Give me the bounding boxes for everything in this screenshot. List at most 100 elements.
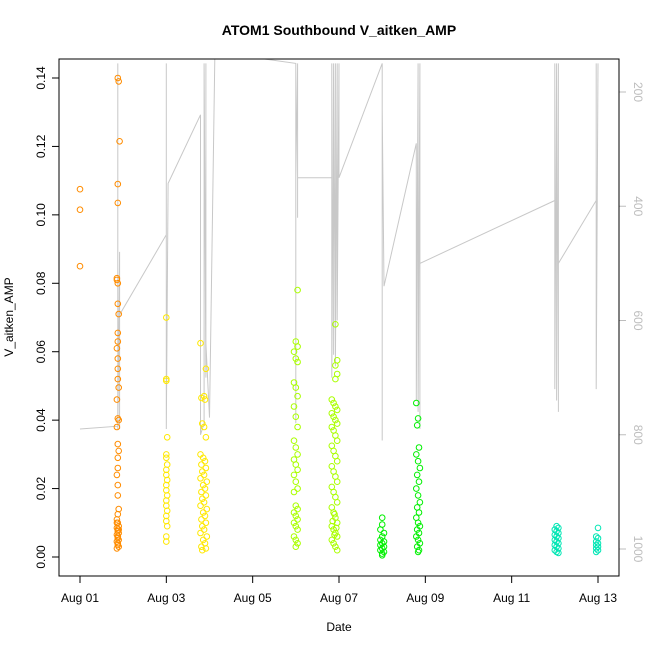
scatter-point	[333, 499, 341, 506]
scatter-point	[114, 199, 122, 207]
scatter-point	[114, 454, 122, 462]
right-tick-label: 400	[631, 196, 645, 216]
scatter-point	[414, 548, 422, 556]
scatter-point	[594, 534, 602, 542]
scatter-point	[294, 516, 301, 523]
scatter-point	[328, 536, 336, 544]
scatter-point	[163, 466, 170, 474]
scatter-point	[553, 533, 560, 540]
scatter-point	[416, 499, 424, 506]
right-tick-label: 1000	[631, 536, 645, 563]
scatter-point	[113, 396, 121, 403]
scatter-point	[413, 533, 420, 540]
scatter-point	[115, 384, 122, 391]
scatter-point	[163, 377, 170, 385]
scatter-point	[414, 415, 422, 422]
scatter-point	[199, 468, 206, 475]
scatter-point	[292, 536, 300, 544]
scatter-point	[290, 519, 298, 527]
scatter-point	[333, 457, 341, 465]
scatter-point	[115, 416, 122, 424]
scatter-point	[378, 552, 386, 559]
scatter-point	[113, 545, 121, 552]
scatter-point	[413, 451, 420, 458]
scatter-point	[290, 471, 298, 479]
scatter-point	[114, 300, 122, 308]
scatter-point	[290, 488, 298, 496]
scatter-point	[380, 529, 388, 537]
scatter-point	[201, 457, 209, 465]
scatter-point	[414, 519, 422, 527]
scatter-point	[378, 514, 386, 522]
scatter-point	[197, 339, 204, 347]
scatter-point	[114, 329, 122, 337]
scatter-point	[330, 399, 337, 407]
x-tick-label: Aug 11	[493, 591, 530, 605]
scatter-point	[413, 399, 420, 407]
scatter-point	[197, 475, 204, 482]
scatter-point	[594, 546, 602, 554]
scatter-point	[413, 422, 421, 429]
scatter-point	[200, 471, 208, 479]
scatter-point	[294, 466, 301, 474]
scatter-point	[592, 548, 600, 556]
scatter-point	[197, 502, 204, 510]
scatter-point	[199, 454, 207, 462]
scatter-point	[203, 478, 211, 486]
scatter-point	[555, 524, 562, 532]
scatter-point	[115, 310, 122, 318]
scatter-point	[292, 512, 300, 520]
scatter-point	[200, 499, 208, 506]
scatter-point	[198, 543, 205, 551]
background-line	[79, 59, 599, 441]
scatter-point	[331, 510, 338, 518]
scatter-point	[333, 437, 341, 445]
scatter-point	[202, 492, 210, 499]
right-tick-label: 800	[631, 425, 645, 445]
y-tick-label: 0.08	[34, 271, 48, 295]
scatter-point	[332, 543, 339, 551]
scatter-point	[290, 509, 298, 516]
scatter-point	[199, 420, 206, 427]
scatter-point	[115, 447, 122, 455]
scatter-point	[332, 321, 339, 328]
scatter-point	[294, 451, 301, 458]
scatter-point	[332, 403, 339, 410]
y-tick-label: 0.14	[34, 66, 48, 90]
scatter-point	[199, 522, 206, 530]
scatter-point	[163, 451, 170, 458]
scatter-point	[414, 536, 422, 544]
scatter-point	[330, 540, 337, 547]
scatter-point	[202, 464, 210, 472]
scatter-point	[114, 180, 122, 188]
scatter-point	[113, 516, 121, 523]
scatter-point	[163, 522, 171, 530]
scatter-point	[114, 74, 122, 82]
plot-frame	[58, 58, 620, 577]
scatter-point	[328, 396, 336, 403]
scatter-point	[328, 410, 336, 417]
y-tick-label: 0.06	[34, 340, 48, 364]
scatter-point	[201, 396, 209, 403]
scatter-point	[163, 461, 171, 468]
scatter-point	[553, 522, 560, 530]
y-axis: 0.00 0.02 0.04 0.06 0.08 0.10 0.12 0.14	[34, 66, 59, 569]
scatter-point	[332, 375, 339, 383]
scatter-point	[202, 545, 210, 552]
scatter-point	[333, 478, 341, 486]
scatter-point	[332, 416, 339, 424]
scatter-point	[198, 488, 205, 496]
scatter-point	[294, 540, 301, 547]
scatter-point	[415, 478, 423, 486]
scatter-point	[114, 492, 122, 499]
scatter-point	[114, 365, 122, 373]
scatter-point	[292, 355, 300, 362]
scatter-point	[203, 533, 211, 540]
scatter-point	[328, 423, 336, 431]
y-tick-label: 0.12	[34, 134, 48, 158]
x-tick-label: Aug 01	[61, 591, 99, 605]
scatter-point	[114, 375, 122, 383]
scatter-point	[202, 519, 210, 527]
scatter-point	[115, 526, 122, 533]
